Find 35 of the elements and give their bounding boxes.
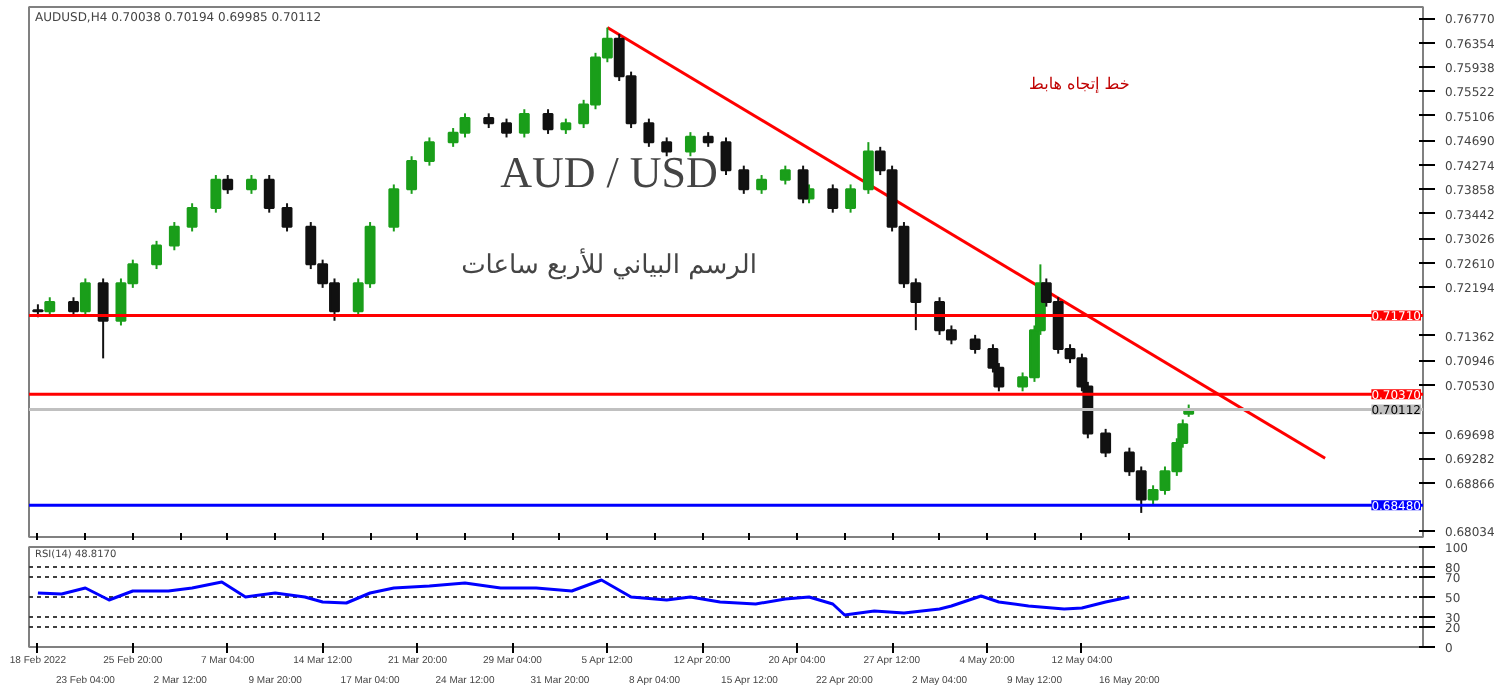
candlestick (720, 136, 732, 177)
candlestick (423, 136, 435, 167)
candlestick (68, 296, 79, 318)
candlestick (643, 117, 655, 148)
candlestick (246, 174, 257, 195)
candlestick (661, 136, 673, 158)
annotation: خط إتجاه هابط (1029, 75, 1130, 93)
text: AUD / USD (500, 147, 718, 197)
candlestick (827, 183, 839, 214)
candlestick (406, 155, 418, 195)
candlestick (501, 117, 512, 139)
candlestick (79, 277, 91, 318)
candlestick (756, 174, 768, 195)
candlestick (186, 202, 198, 233)
candlestick (969, 333, 981, 355)
text: الرسم البياني للأربع ساعات (461, 247, 757, 281)
candlestick (210, 174, 222, 214)
candlestick (542, 108, 554, 135)
candlestick (388, 183, 400, 233)
candlestick (168, 221, 180, 252)
candlestick (44, 296, 56, 318)
candlestick (1100, 427, 1112, 459)
line-series (36, 578, 1131, 617)
candlestick (738, 164, 750, 195)
candlestick (263, 174, 275, 214)
candlestick (684, 131, 696, 158)
candlestick (97, 277, 109, 360)
candlestick (518, 108, 530, 139)
candlestick (797, 164, 809, 205)
candlestick (779, 164, 791, 186)
candlestick (281, 202, 293, 233)
candlestick (862, 141, 874, 195)
candlestick (151, 239, 162, 271)
candlestick (845, 183, 857, 214)
candlestick (222, 174, 234, 195)
